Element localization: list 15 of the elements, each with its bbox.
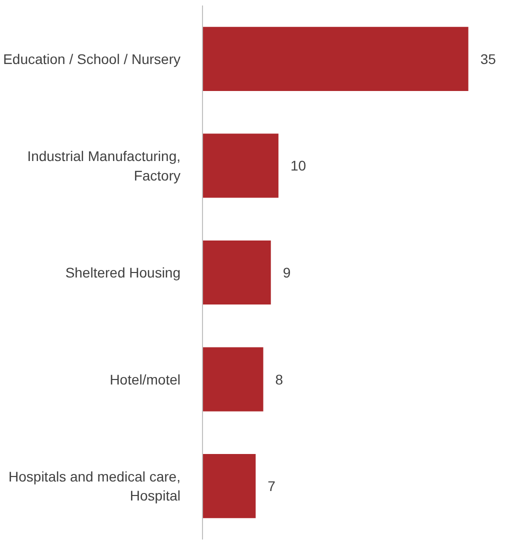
bar <box>202 347 264 412</box>
data-label: 35 <box>480 50 496 67</box>
bar <box>202 454 256 518</box>
y-tick-label: Hotel/motel <box>110 371 181 388</box>
bar <box>202 240 271 305</box>
y-tick-label: Hospitals and medical care, Hospital <box>8 468 181 504</box>
bar <box>202 26 468 91</box>
y-tick-label: Education / School / Nursery <box>3 50 180 67</box>
y-tick-label: Sheltered Housing <box>65 264 180 280</box>
data-label: 10 <box>290 158 306 174</box>
data-label: 9 <box>282 264 291 280</box>
data-label: 8 <box>275 371 284 388</box>
data-label: 7 <box>268 478 276 494</box>
bar <box>202 134 278 198</box>
y-tick-label: Industrial Manufacturing, Factory <box>27 148 181 184</box>
